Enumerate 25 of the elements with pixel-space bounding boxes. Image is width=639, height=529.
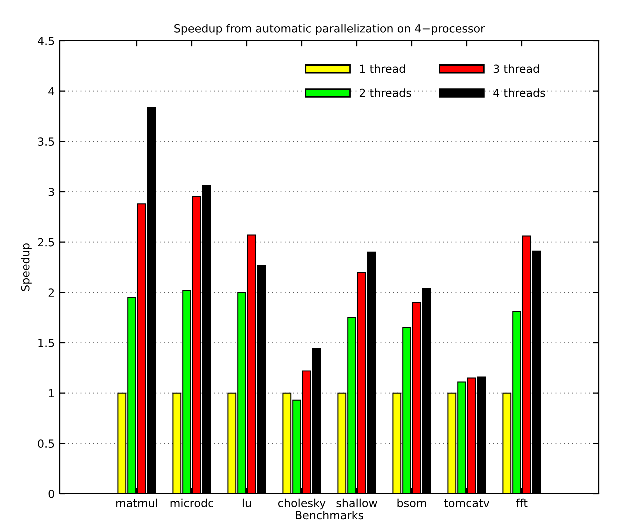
legend-label: 4 threads — [494, 88, 546, 98]
chart-title: Speedup from automatic parallelization on 4−processor — [174, 24, 486, 35]
x-tick-label: microdc — [170, 498, 214, 508]
y-tick-label: 2.5 — [38, 238, 54, 247]
y-axis-title: Speedup — [21, 244, 32, 292]
x-tick-label: cholesky — [278, 498, 326, 510]
x-tick-label: bsom — [398, 498, 426, 508]
x-axis-title: Benchmarks — [296, 511, 364, 520]
y-tick-label: 0.5 — [38, 440, 54, 448]
y-tick-label: 4 — [48, 87, 55, 96]
y-tick-label: 2 — [48, 288, 54, 297]
x-tick-label: fft — [516, 498, 528, 508]
x-tick-label: matmul — [116, 498, 158, 508]
y-tick-label: 0 — [48, 490, 54, 498]
legend-label: 3 thread — [494, 64, 540, 74]
legend-label: 1 thread — [360, 64, 406, 74]
y-tick-label: 3.5 — [38, 138, 54, 146]
x-tick-label: lu — [242, 498, 252, 508]
legend-label: 2 threads — [360, 88, 412, 98]
y-tick-label: 1 — [49, 389, 54, 398]
x-tick-label: shallow — [336, 498, 378, 508]
y-tick-label: 4.5 — [38, 37, 54, 46]
y-tick-label: 3 — [48, 188, 54, 196]
y-tick-label: 1.5 — [38, 339, 54, 348]
x-tick-label: tomcatv — [444, 500, 490, 508]
